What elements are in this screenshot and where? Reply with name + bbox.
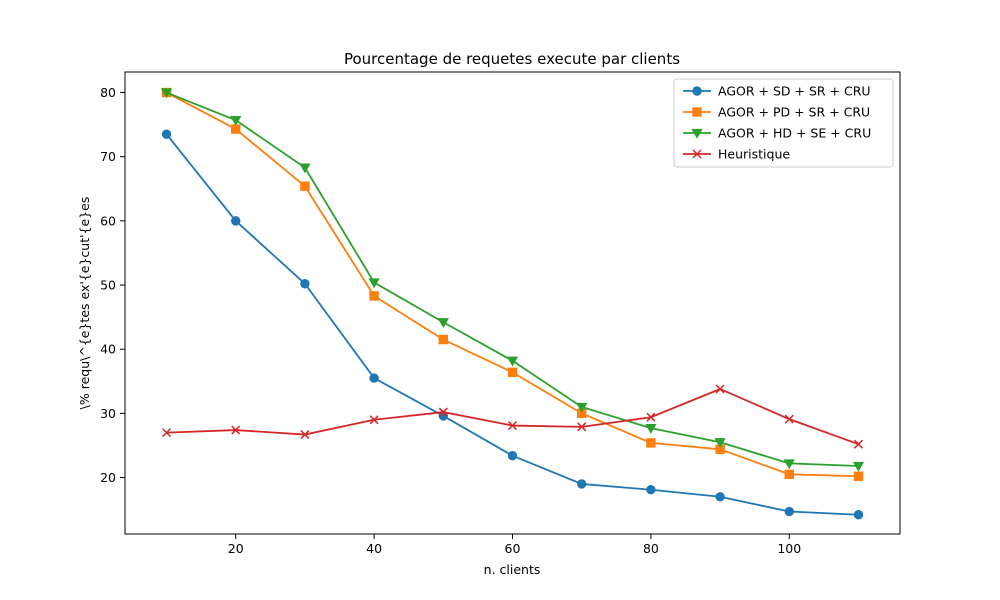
data-point — [161, 428, 172, 438]
y-tick-label: 50 — [100, 278, 116, 293]
series-line — [166, 388, 859, 446]
data-point — [576, 479, 587, 489]
data-point — [784, 414, 794, 424]
data-point — [577, 422, 587, 432]
data-point — [230, 116, 242, 126]
data-point — [784, 506, 794, 517]
y-tick-label: 30 — [100, 406, 116, 421]
data-point — [231, 124, 241, 134]
legend-box — [673, 78, 894, 168]
x-tick-label: 20 — [228, 541, 244, 556]
x-tick-label: 40 — [366, 541, 382, 556]
legend-label: AGOR + PD + SR + CRU — [718, 105, 870, 120]
legend-label: Heuristique — [718, 147, 790, 162]
data-point — [438, 407, 448, 417]
data-point — [853, 510, 864, 520]
series-2 — [161, 87, 864, 481]
data-point — [300, 181, 310, 191]
data-point — [437, 318, 449, 329]
legend-marker — [692, 149, 702, 159]
y-tick-label: 80 — [100, 85, 116, 100]
legend: AGOR + SD + SR + CRU AGOR + PD + SR + CRU… — [673, 78, 894, 168]
legend-label: AGOR + HD + SE + CRU — [718, 126, 871, 141]
data-point — [300, 430, 310, 440]
axis-ticks: 20 40 60 80 100 20 30 40 50 60 70 80 — [100, 85, 801, 556]
data-point — [507, 451, 518, 461]
y-axis-label: \% requ\^{e}tes ex'{e}cut'{e}es — [77, 197, 92, 410]
y-tick-label: 60 — [100, 213, 116, 228]
data-point — [715, 492, 725, 502]
y-tick-label: 20 — [100, 470, 116, 485]
legend-label: AGOR + SD + SR + CRU — [718, 84, 871, 99]
data-point — [714, 438, 726, 449]
data-point — [368, 278, 380, 289]
y-tick-label: 70 — [100, 149, 116, 164]
data-point — [784, 469, 794, 480]
data-point — [231, 425, 241, 435]
data-point — [715, 384, 725, 394]
data-point — [853, 439, 864, 449]
data-point — [507, 367, 518, 378]
x-tick-label: 60 — [505, 541, 521, 556]
data-point — [853, 471, 864, 481]
data-point — [506, 356, 519, 367]
data-point — [300, 279, 310, 289]
chart-title: Pourcentage de requetes execute par clie… — [344, 50, 680, 68]
legend-marker — [692, 107, 702, 117]
data-point — [646, 438, 656, 448]
series-3 — [160, 88, 865, 472]
x-axis-label: n. clients — [484, 562, 541, 577]
data-point — [576, 402, 588, 413]
legend-marker — [691, 128, 703, 139]
data-point — [369, 415, 379, 425]
data-point — [646, 412, 656, 422]
data-point — [852, 461, 865, 472]
data-point — [369, 373, 379, 383]
data-point — [160, 88, 173, 99]
data-point — [646, 485, 656, 495]
x-tick-label: 100 — [777, 541, 801, 556]
data-point — [161, 129, 172, 139]
y-tick-label: 40 — [100, 342, 116, 357]
x-tick-label: 80 — [643, 541, 659, 556]
data-point — [369, 291, 379, 301]
data-point — [299, 163, 311, 174]
data-point — [645, 424, 657, 434]
legend-marker — [692, 86, 702, 96]
series-1 — [161, 129, 864, 520]
data-point — [783, 459, 795, 470]
data-point — [438, 334, 449, 345]
series-group — [160, 87, 865, 520]
data-point — [231, 216, 241, 226]
series-4 — [161, 384, 864, 449]
data-point — [507, 421, 518, 431]
